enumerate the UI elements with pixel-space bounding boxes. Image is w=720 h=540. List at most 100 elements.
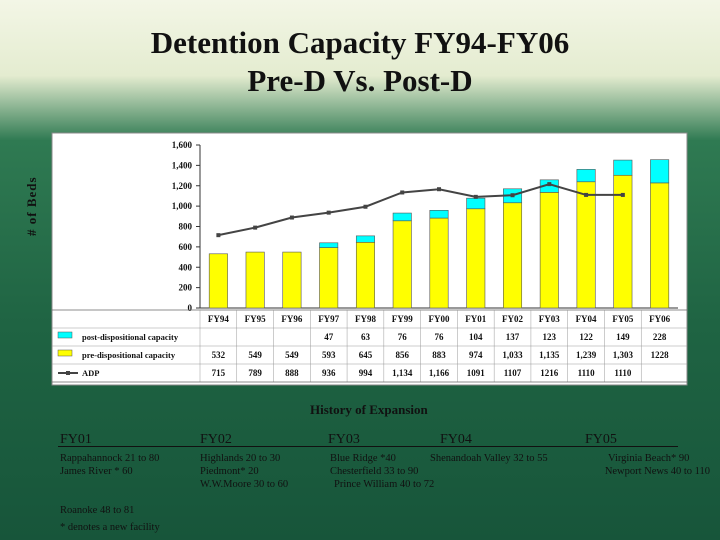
bar-post-fy00 (429, 210, 449, 219)
data-label: 76 (398, 332, 408, 342)
bar-pre-fy96 (282, 251, 302, 309)
history-item: Piedmont* 20 (200, 466, 259, 477)
adp-point (400, 190, 405, 195)
data-label: 1110 (578, 368, 596, 378)
data-label: 936 (322, 368, 336, 378)
history-item: W.W.Moore 30 to 60 (200, 479, 289, 490)
x-tick-label: FY01 (465, 314, 486, 324)
adp-point (289, 215, 294, 220)
footnote: * denotes a new facility (60, 522, 160, 533)
bar-pre-fy94 (208, 253, 228, 309)
bar-post-fy99 (392, 212, 412, 222)
legend-key-pre (57, 349, 73, 357)
bar-post-fy98 (355, 235, 375, 243)
legend-label: pre-dispositional capacity (82, 350, 176, 360)
history-year-fy05: FY05 (585, 432, 617, 447)
bar-pre-fy00 (429, 217, 449, 309)
bar-pre-fy06 (650, 182, 670, 309)
y-tick-label: 200 (179, 283, 193, 293)
adp-point (437, 187, 441, 192)
history-item: Shenandoah Valley 32 to 55 (430, 453, 548, 464)
data-label: 549 (285, 350, 299, 360)
data-label: 1,239 (576, 350, 597, 360)
history-item: James River * 60 (60, 466, 133, 477)
data-label: 883 (432, 350, 446, 360)
adp-point (620, 192, 625, 197)
data-label: 1091 (467, 368, 486, 378)
history-item: Virginia Beach* 90 (608, 453, 690, 464)
data-label: 47 (324, 332, 334, 342)
data-label: 1107 (504, 368, 522, 378)
history-year-fy01: FY01 (60, 432, 92, 447)
x-tick-label: FY97 (318, 314, 339, 324)
history-year-fy04: FY04 (440, 432, 472, 447)
data-label: 974 (469, 350, 483, 360)
bar-post-fy01 (466, 197, 486, 210)
data-label: 532 (212, 350, 226, 360)
data-label: 888 (285, 368, 299, 378)
history-item: Highlands 20 to 30 (200, 453, 281, 464)
bar-pre-fy04 (576, 181, 596, 309)
data-label: 1,134 (392, 368, 413, 378)
data-label: 856 (395, 350, 409, 360)
data-label: 63 (361, 332, 371, 342)
data-label: 715 (212, 368, 226, 378)
x-tick-label: FY98 (355, 314, 376, 324)
data-label: 1,135 (539, 350, 560, 360)
y-tick-label: 1,600 (172, 140, 193, 150)
bar-pre-fy98 (355, 241, 375, 309)
data-label: 1216 (540, 368, 559, 378)
bar-pre-fy95 (245, 251, 265, 309)
adp-point (584, 192, 589, 197)
legend-label: post-dispositional capacity (82, 332, 179, 342)
data-label: 645 (359, 350, 373, 360)
y-tick-label: 0 (188, 303, 193, 313)
data-label: 104 (469, 332, 483, 342)
bar-pre-fy02 (503, 202, 523, 309)
x-tick-label: FY03 (539, 314, 560, 324)
data-label: 228 (653, 332, 667, 342)
title-line-2: Pre-D Vs. Post-D (247, 63, 473, 98)
data-label: 994 (359, 368, 373, 378)
adp-point (216, 233, 221, 238)
bar-pre-fy03 (539, 192, 559, 309)
data-label: 137 (506, 332, 520, 342)
data-label: 123 (543, 332, 557, 342)
data-label: 789 (248, 368, 262, 378)
history-item: Chesterfield 33 to 90 (330, 466, 419, 477)
slide-title: Detention Capacity FY94-FY06 Pre-D Vs. P… (0, 24, 720, 100)
data-label: 1,303 (613, 350, 634, 360)
history-year-fy02: FY02 (200, 432, 232, 447)
x-tick-label: FY99 (392, 314, 413, 324)
adp-point (363, 204, 368, 209)
history-item: Newport News 40 to 110 (604, 466, 710, 477)
x-tick-label: FY00 (429, 314, 450, 324)
history-divider (58, 446, 678, 447)
data-label: 1,166 (429, 368, 450, 378)
adp-point (253, 225, 258, 230)
history-col-fy04: Shenandoah Valley 32 to 55 (430, 452, 548, 465)
bar-post-fy05 (613, 159, 633, 176)
data-label: 149 (616, 332, 630, 342)
y-tick-label: 800 (179, 222, 193, 232)
history-item: Roanoke 48 to 81 (60, 505, 135, 516)
history-col-fy05: Virginia Beach* 90 Newport News 40 to 11… (570, 452, 710, 478)
adp-point (510, 193, 515, 198)
bar-pre-fy97 (319, 247, 339, 309)
legend-key-post (57, 331, 73, 339)
bar-pre-fy99 (392, 220, 412, 309)
x-tick-label: FY95 (245, 314, 266, 324)
adp-point (547, 182, 552, 187)
x-tick-label: FY02 (502, 314, 523, 324)
adp-point (326, 210, 331, 215)
legend-key-adp-marker (66, 371, 70, 375)
history-item: Prince William 40 to 72 (334, 479, 435, 490)
y-tick-label: 400 (179, 262, 193, 272)
y-tick-label: 1,200 (172, 181, 193, 191)
bar-pre-fy01 (466, 208, 486, 309)
x-tick-label: FY96 (281, 314, 302, 324)
history-year-fy03: FY03 (328, 432, 360, 447)
capacity-chart: 0 200 400 600 800 1,000 1,200 1,400 1,600 FY94 FY9… (51, 132, 688, 386)
data-label: 1,033 (502, 350, 523, 360)
x-tick-label: FY05 (612, 314, 633, 324)
